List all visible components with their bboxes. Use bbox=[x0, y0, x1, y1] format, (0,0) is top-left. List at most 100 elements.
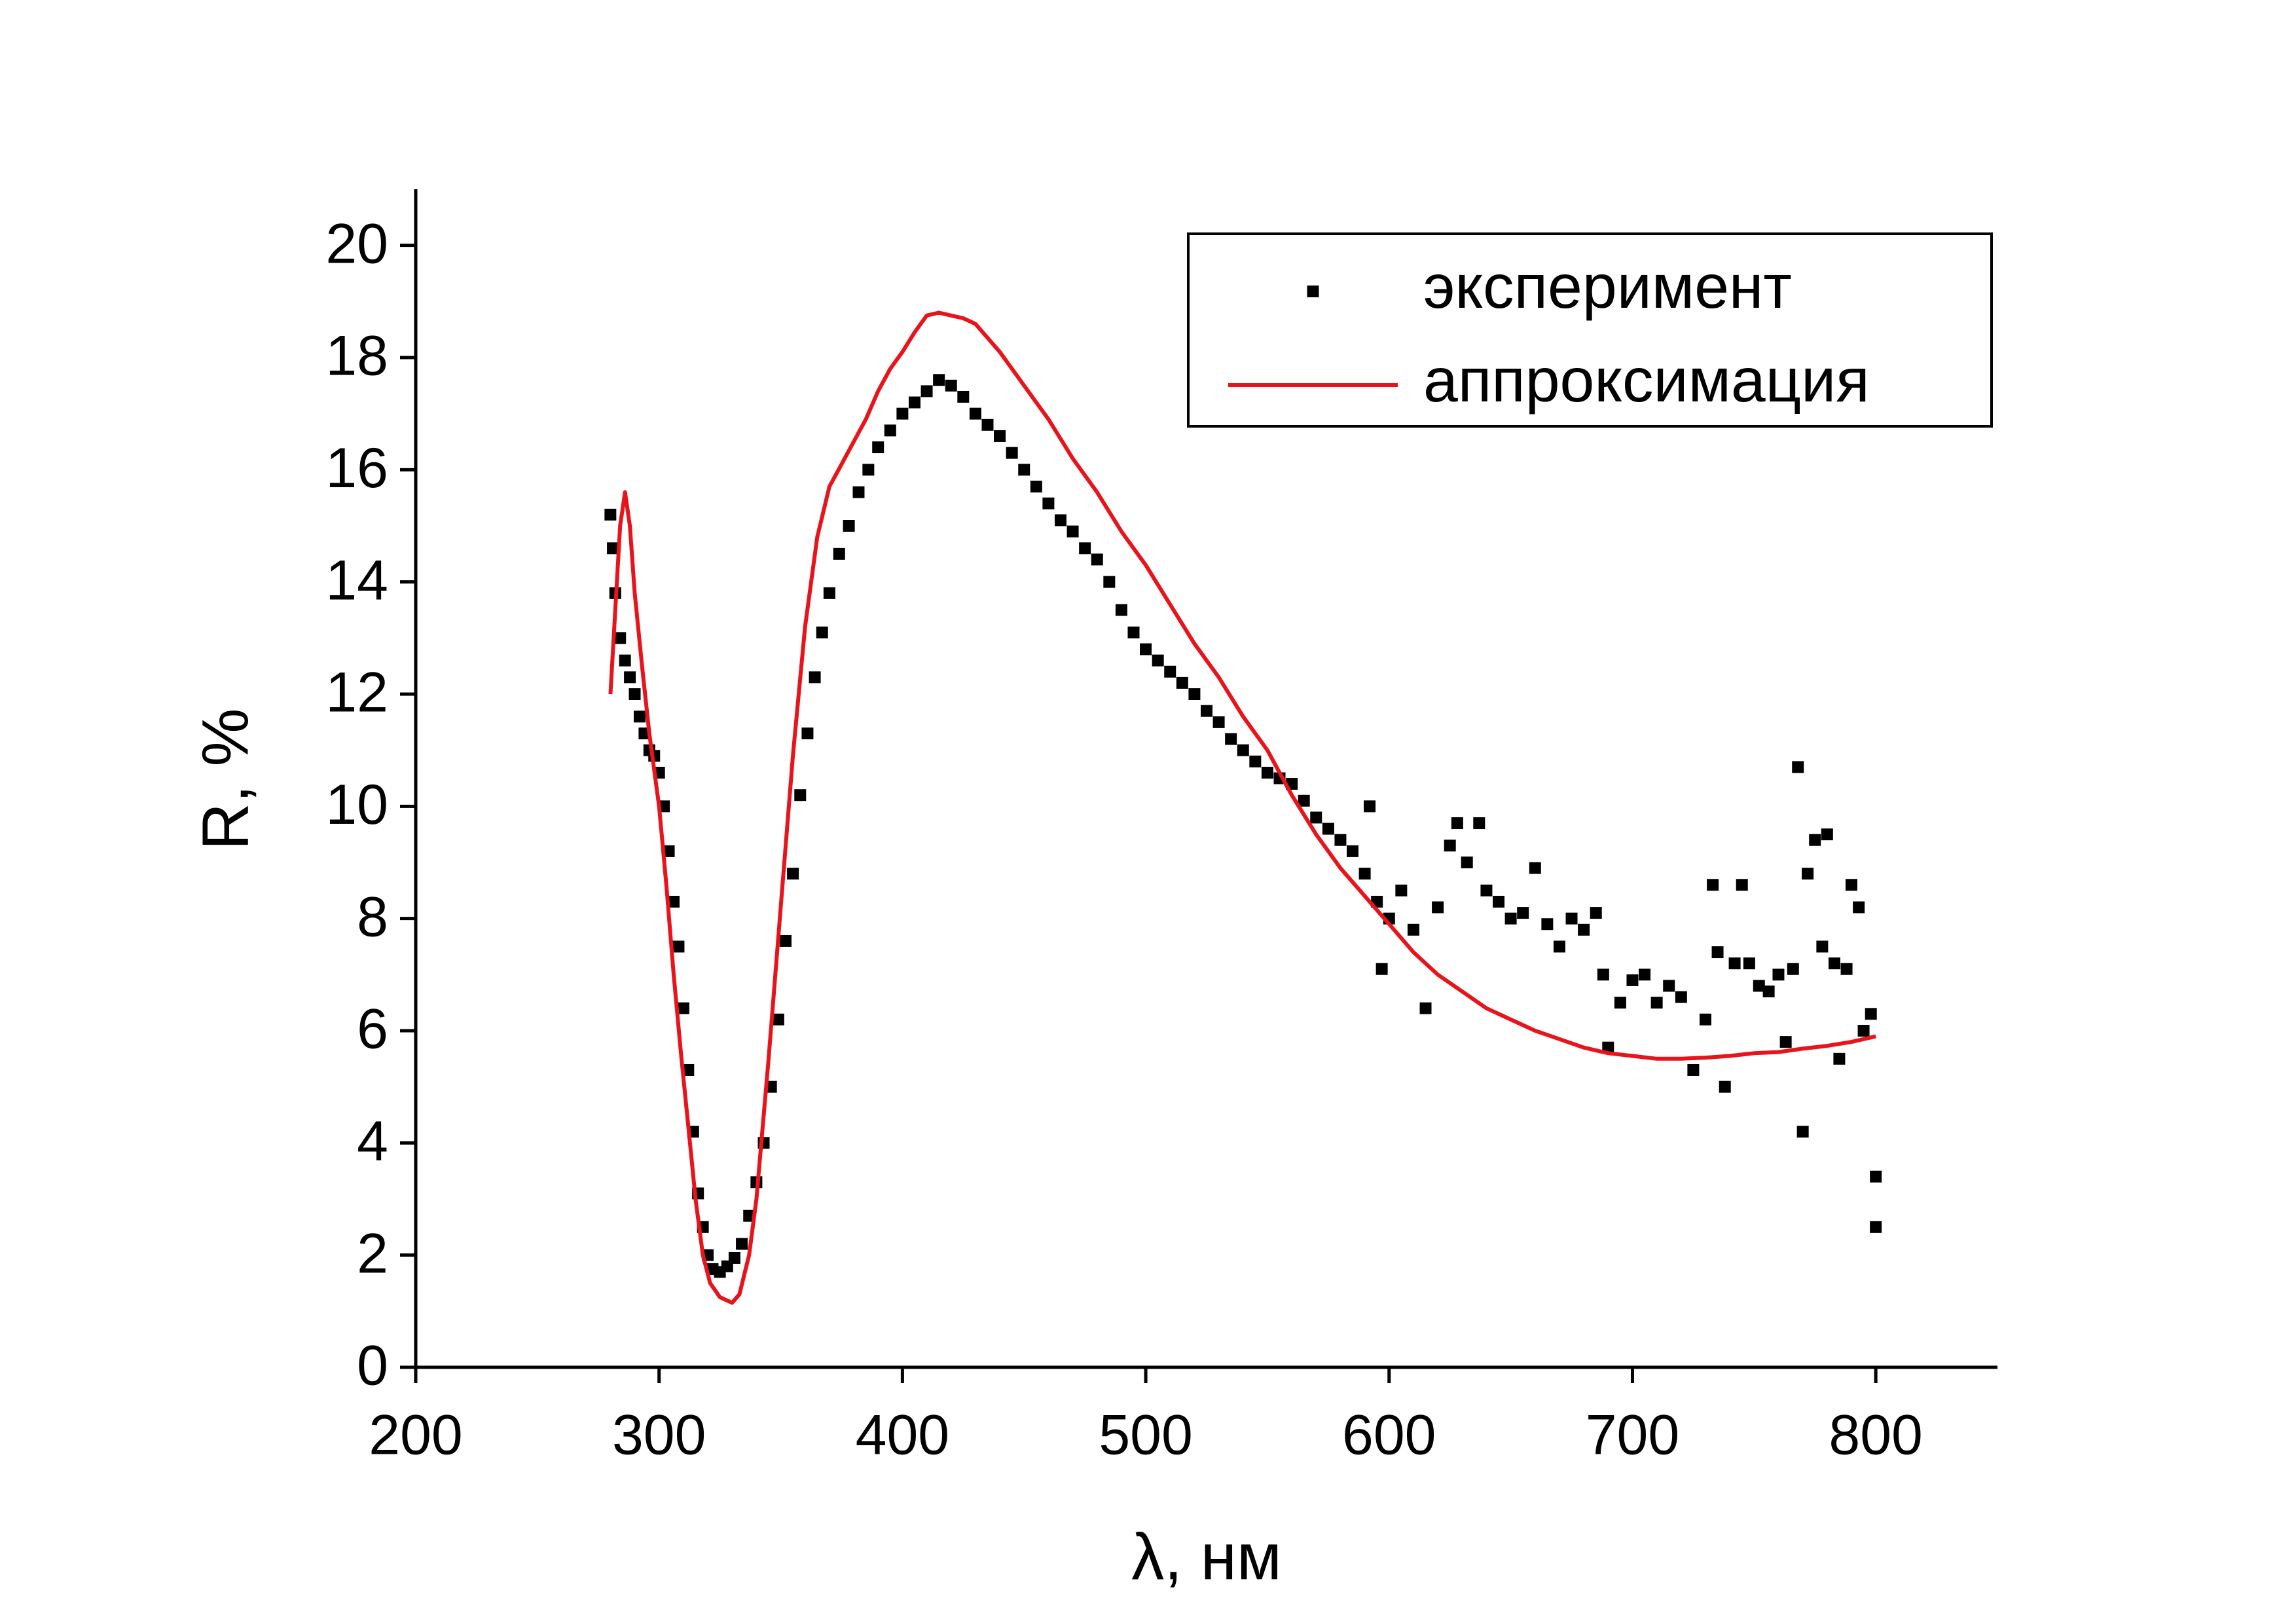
data-point bbox=[619, 654, 631, 667]
data-point bbox=[1164, 665, 1176, 678]
x-tick-label: 600 bbox=[1342, 1404, 1436, 1467]
data-point bbox=[1663, 980, 1675, 992]
y-tick-label: 4 bbox=[357, 1110, 388, 1173]
data-point bbox=[1249, 755, 1262, 767]
data-point bbox=[1614, 997, 1626, 1009]
data-point bbox=[1687, 1063, 1700, 1076]
data-point bbox=[1201, 705, 1212, 717]
y-tick-label: 18 bbox=[325, 325, 388, 388]
data-point bbox=[1079, 542, 1091, 555]
data-point bbox=[1541, 918, 1554, 931]
data-point bbox=[1407, 923, 1419, 936]
y-tick-label: 2 bbox=[357, 1222, 388, 1285]
x-tick-label: 800 bbox=[1829, 1404, 1923, 1467]
data-point bbox=[1719, 1080, 1731, 1093]
data-point bbox=[933, 374, 945, 386]
data-point bbox=[1857, 1025, 1870, 1037]
data-point bbox=[816, 626, 828, 638]
data-point bbox=[1176, 676, 1188, 689]
fit-line bbox=[608, 310, 1876, 1305]
y-tick-label: 10 bbox=[325, 773, 388, 836]
data-point bbox=[682, 1063, 695, 1076]
data-point bbox=[1322, 822, 1334, 835]
data-point bbox=[1707, 879, 1719, 891]
data-point bbox=[862, 464, 875, 476]
data-point bbox=[1237, 744, 1249, 756]
data-point bbox=[1127, 626, 1140, 638]
data-point bbox=[1802, 868, 1814, 880]
data-point bbox=[1833, 1052, 1846, 1065]
data-point bbox=[607, 542, 619, 555]
data-point bbox=[823, 587, 835, 599]
x-axis-label: λ, нм bbox=[1131, 1520, 1282, 1593]
data-point bbox=[1816, 940, 1829, 953]
data-point bbox=[667, 895, 680, 908]
data-point bbox=[1451, 817, 1463, 830]
data-point bbox=[1006, 447, 1018, 459]
data-point bbox=[1310, 811, 1322, 824]
data-point bbox=[945, 379, 957, 392]
x-tick-label: 700 bbox=[1586, 1404, 1680, 1467]
data-point bbox=[1493, 895, 1505, 908]
data-point bbox=[1840, 963, 1853, 975]
data-point bbox=[1334, 834, 1347, 846]
legend-box bbox=[1187, 232, 1993, 428]
y-tick-label: 6 bbox=[357, 998, 388, 1061]
data-point bbox=[1821, 828, 1833, 841]
data-point bbox=[833, 547, 845, 560]
data-point bbox=[1152, 654, 1164, 667]
data-point bbox=[1796, 1126, 1809, 1138]
data-point bbox=[969, 407, 981, 420]
data-point bbox=[1444, 840, 1456, 852]
data-point bbox=[1743, 957, 1755, 970]
data-point bbox=[801, 727, 814, 739]
data-point bbox=[1432, 901, 1444, 913]
data-point bbox=[787, 868, 799, 880]
data-point bbox=[604, 508, 617, 521]
y-tick-label: 16 bbox=[325, 437, 388, 500]
data-point bbox=[1779, 1036, 1792, 1048]
data-point bbox=[1115, 604, 1127, 616]
x-tick-label: 200 bbox=[369, 1404, 463, 1467]
data-point bbox=[1870, 1221, 1882, 1233]
data-point bbox=[1091, 553, 1103, 566]
data-point bbox=[1626, 974, 1639, 986]
data-point bbox=[1675, 991, 1687, 1003]
data-point bbox=[1529, 862, 1541, 874]
data-point bbox=[920, 385, 933, 397]
data-point bbox=[1188, 688, 1201, 700]
data-point bbox=[994, 430, 1006, 442]
y-tick-label: 20 bbox=[325, 212, 388, 275]
y-tick-label: 0 bbox=[357, 1335, 388, 1397]
y-tick-label: 14 bbox=[325, 549, 388, 612]
data-point bbox=[1845, 879, 1857, 891]
data-point bbox=[1103, 576, 1116, 588]
data-point bbox=[1054, 514, 1066, 526]
data-point bbox=[981, 418, 994, 431]
data-point bbox=[1419, 1002, 1432, 1014]
data-point bbox=[1225, 733, 1237, 745]
data-point bbox=[1565, 912, 1578, 925]
y-axis-label: R, % bbox=[189, 709, 262, 851]
data-point bbox=[1699, 1013, 1711, 1025]
data-point bbox=[677, 1002, 689, 1014]
data-point bbox=[1809, 834, 1821, 846]
data-point bbox=[1298, 794, 1310, 807]
data-point bbox=[1504, 912, 1517, 925]
data-point bbox=[1066, 525, 1079, 538]
legend-label: аппроксимация bbox=[1423, 346, 1870, 415]
data-point bbox=[633, 710, 646, 723]
data-point bbox=[1787, 963, 1799, 975]
data-point bbox=[779, 934, 792, 947]
data-point bbox=[1364, 800, 1376, 813]
data-point bbox=[1473, 817, 1485, 830]
data-point bbox=[1517, 907, 1529, 919]
data-point bbox=[1792, 761, 1804, 773]
data-point bbox=[614, 632, 627, 644]
data-point bbox=[1578, 923, 1590, 936]
x-tick-label: 300 bbox=[612, 1404, 706, 1467]
data-point bbox=[1650, 997, 1663, 1009]
data-point bbox=[1728, 957, 1741, 970]
